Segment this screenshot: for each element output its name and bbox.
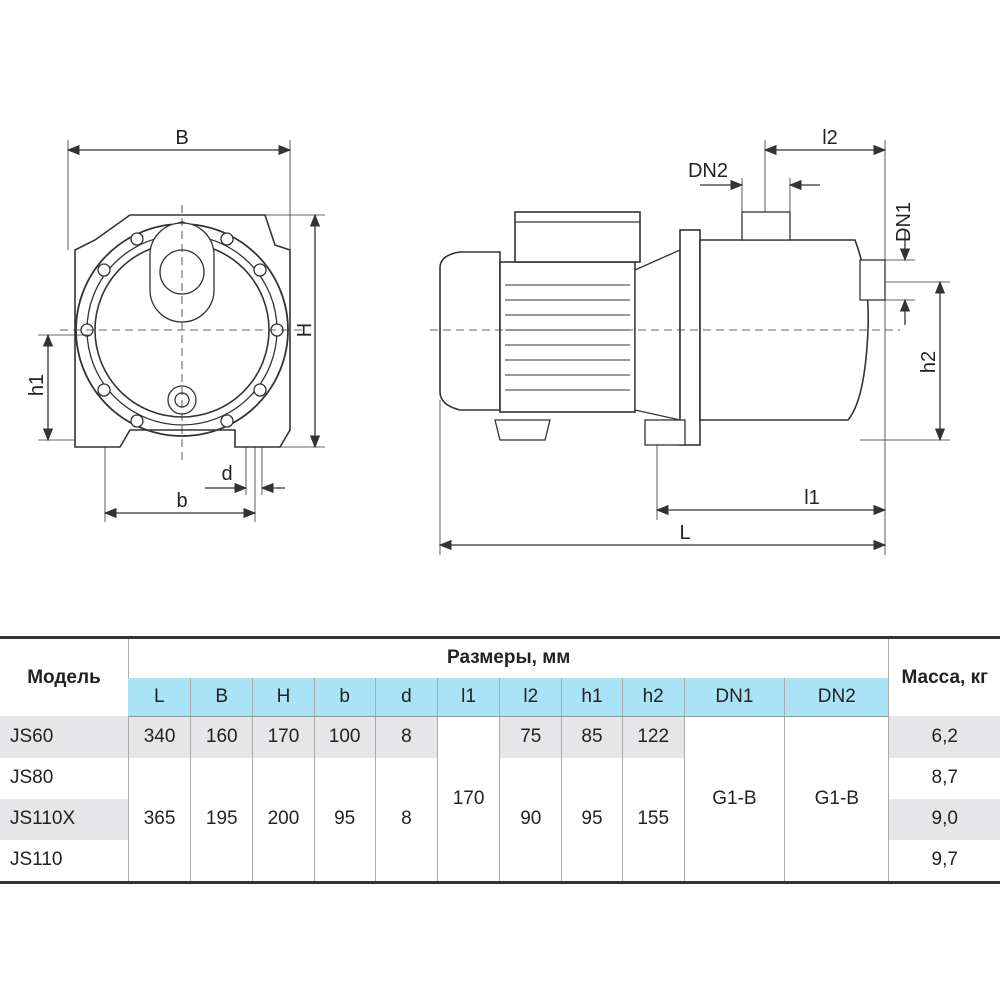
mass-cell: 9,0 [888,798,1000,840]
table-row: JS60 340 160 170 100 8 170 75 85 122 G1-… [0,716,1000,882]
dimensions-table: Модель Размеры, мм Масса, кг L B H b d l… [0,636,1000,884]
cell-h2: 122 [621,716,685,758]
col-l2: l2 [499,677,562,717]
mass-cell: 8,7 [888,757,1000,799]
cell-B-merged: 195 [190,757,253,882]
cell-l1-merged: 170 [436,716,500,882]
cell-d-merged: 8 [374,757,438,882]
mass-cell: 9,7 [888,839,1000,882]
front-view [60,205,305,460]
cell-h2-merged: 155 [621,757,685,882]
col-h2: h2 [621,677,685,717]
label-h1: h1 [26,374,48,396]
dimensions-header: Размеры, мм [127,637,889,678]
col-d: d [374,677,438,717]
label-B: B [175,127,188,149]
table-row: JS110 9,7 [0,839,1000,882]
model-cell: JS80 [10,767,54,788]
cell-B: 160 [190,716,253,758]
col-h1: h1 [561,677,623,717]
col-B: B [190,677,253,717]
mass-cell: 6,2 [888,716,1000,758]
cell-l2: 75 [499,716,562,758]
col-H: H [252,677,315,717]
mass-header: Масса, кг [888,637,1000,716]
model-cell: JS110 [10,849,63,870]
label-b: b [176,490,187,512]
side-view [430,211,900,446]
cell-L: 340 [127,716,191,758]
col-l1: l1 [436,677,500,717]
cell-b: 100 [313,716,376,758]
model-header: Модель [27,666,101,688]
label-d: d [221,463,232,485]
label-l2: l2 [822,127,838,149]
label-DN2: DN2 [688,160,728,182]
cell-H: 170 [252,716,315,758]
table-row: JS110X 9,0 [0,798,1000,840]
label-H: H [294,323,316,337]
cell-DN1-merged: G1-B [683,716,785,882]
label-l1: l1 [804,487,820,509]
cell-h1: 85 [561,716,623,758]
cell-L-merged: 365 [127,757,191,882]
cell-l2-merged: 90 [499,757,562,882]
model-cell: JS60 [0,716,129,758]
cell-h1-merged: 95 [561,757,623,882]
cell-d: 8 [374,716,438,758]
col-DN2: DN2 [784,677,889,717]
col-L: L [128,677,191,717]
label-DN1: DN1 [893,202,915,242]
col-DN1: DN1 [683,677,785,717]
cell-b-merged: 95 [313,757,376,882]
col-b: b [313,677,376,717]
label-h2: h2 [918,351,940,373]
cell-H-merged: 200 [252,757,315,882]
cell-DN2-merged: G1-B [784,716,889,882]
model-cell: JS110X [0,798,129,840]
pump-dimension-drawing: B H h1 b d DN2 l2 DN1 h2 l1 L [26,127,950,555]
label-L: L [679,522,690,544]
table-row: JS80 365 195 200 95 8 90 95 155 8,7 [0,757,1000,882]
